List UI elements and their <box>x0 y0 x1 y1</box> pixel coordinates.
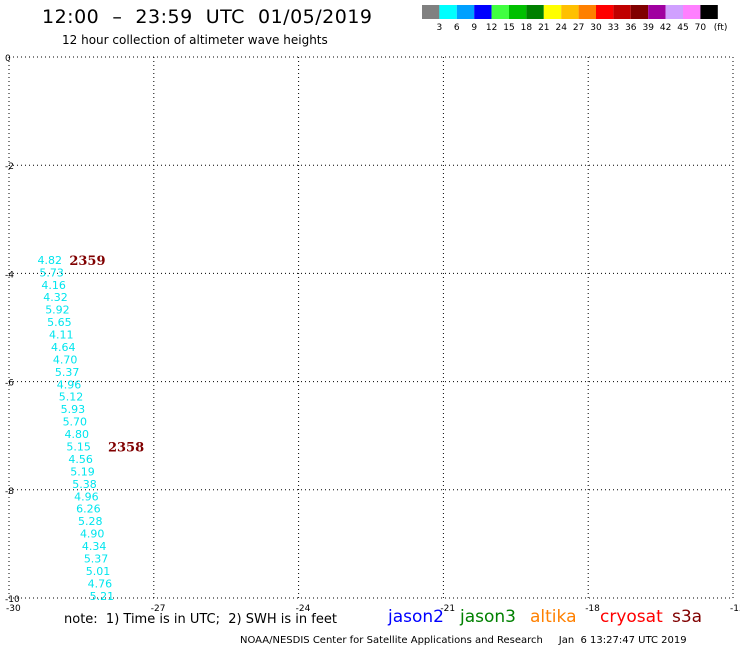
wave-height-label: 5.21 <box>90 590 115 603</box>
colorbar-label: 42 <box>660 23 671 33</box>
colorbar-label: 36 <box>625 23 637 33</box>
colorbar-label: 39 <box>642 23 654 33</box>
map-title: 12:00 – 23:59 UTC 01/05/2019 <box>42 6 373 28</box>
satellite-legend-cryosat: cryosat <box>600 607 663 627</box>
lon-tick-label: -15 <box>730 604 740 614</box>
credit-line: NOAA/NESDIS Center for Satellite Applica… <box>240 635 687 646</box>
wave-height-label: 4.16 <box>41 279 66 292</box>
colorbar-label: 9 <box>471 23 477 33</box>
lat-tick-label: -4 <box>5 270 14 280</box>
wave-height-label: 4.82 <box>37 254 62 267</box>
colorbar-label: 33 <box>608 23 619 33</box>
colorbar-label: 12 <box>486 23 497 33</box>
colorbar-swatch <box>456 5 475 19</box>
wave-height-label: 5.37 <box>84 553 109 566</box>
lat-tick-label: -10 <box>5 595 20 605</box>
wave-height-label: 5.01 <box>86 565 111 578</box>
satellite-legend-altika: altika <box>530 607 577 627</box>
colorbar-swatch <box>422 5 440 19</box>
wave-height-label: 5.15 <box>66 441 91 454</box>
wave-height-label: 4.32 <box>43 291 68 304</box>
satellite-legend-s3a: s3a <box>672 607 703 627</box>
colorbar-swatch <box>509 5 527 19</box>
colorbar-unit: (ft) <box>714 23 728 33</box>
colorbar-label: 6 <box>454 23 460 33</box>
colorbar-swatch <box>683 5 701 19</box>
satellite-legend-jason2: jason2 <box>388 607 444 627</box>
colorbar-label: 21 <box>538 23 549 33</box>
wave-height-label: 4.80 <box>65 428 90 441</box>
wave-height-label: 4.11 <box>49 329 74 342</box>
time-label: 2358 <box>108 441 144 456</box>
lon-tick-label: -18 <box>585 604 600 614</box>
colorbar-label: 24 <box>555 23 567 33</box>
colorbar-swatch <box>439 5 457 19</box>
lon-tick-label: -21 <box>440 604 455 614</box>
colorbar-swatch <box>543 5 562 19</box>
colorbar-swatch <box>700 5 718 19</box>
colorbar-label: 30 <box>590 23 602 33</box>
wave-height-label: 5.19 <box>70 465 95 478</box>
wave-height-label: 5.65 <box>47 316 71 329</box>
wave-height-label: 4.76 <box>88 577 113 590</box>
lat-tick-label: -2 <box>5 162 14 172</box>
wave-height-label: 5.38 <box>72 478 97 491</box>
colorbar-swatch <box>491 5 509 19</box>
colorbar-label: 18 <box>521 23 533 33</box>
satellite-legend-jason3: jason3 <box>460 607 516 627</box>
wave-height-label: 5.92 <box>45 304 69 317</box>
wave-height-label: 5.28 <box>78 515 103 528</box>
wave-height-label: 5.93 <box>61 403 86 416</box>
lon-tick-label: -30 <box>6 604 21 614</box>
colorbar-label: 70 <box>695 23 707 33</box>
colorbar-label: 45 <box>677 23 688 33</box>
lon-tick-label: -24 <box>296 604 311 614</box>
time-label: 2359 <box>69 254 105 269</box>
footnote: note: 1) Time is in UTC; 2) SWH is in fe… <box>64 612 337 627</box>
colorbar-label: 3 <box>437 23 443 33</box>
wave-height-label: 4.90 <box>80 528 105 541</box>
wave-height-label: 4.34 <box>82 540 107 553</box>
colorbar-swatch <box>665 5 683 19</box>
map-subtitle: 12 hour collection of altimeter wave hei… <box>62 33 328 47</box>
wave-height-label: 4.64 <box>51 341 76 354</box>
wave-height-label: 4.56 <box>68 453 93 466</box>
colorbar-swatch <box>474 5 492 19</box>
colorbar-label: 27 <box>573 23 584 33</box>
colorbar-label: 15 <box>503 23 514 33</box>
lat-tick-label: -6 <box>5 379 14 389</box>
colorbar-swatch <box>630 5 649 19</box>
colorbar-swatch <box>648 5 666 19</box>
lon-tick-label: -27 <box>151 604 166 614</box>
colorbar-swatch <box>578 5 596 19</box>
colorbar-swatch <box>561 5 579 19</box>
colorbar-swatch <box>526 5 544 19</box>
wave-height-label: 5.37 <box>55 366 80 379</box>
colorbar-swatch <box>596 5 614 19</box>
wave-height-label: 4.96 <box>57 378 81 391</box>
lat-tick-label: 0 <box>5 54 11 64</box>
wave-height-label: 6.26 <box>76 503 101 516</box>
wave-height-label: 4.70 <box>53 353 78 366</box>
colorbar-swatch <box>613 5 631 19</box>
wave-height-label: 5.73 <box>39 266 64 279</box>
lat-tick-label: -8 <box>5 487 14 497</box>
wave-height-label: 5.70 <box>63 416 88 429</box>
wave-height-label: 4.96 <box>74 490 99 503</box>
wave-height-label: 5.12 <box>59 391 84 404</box>
